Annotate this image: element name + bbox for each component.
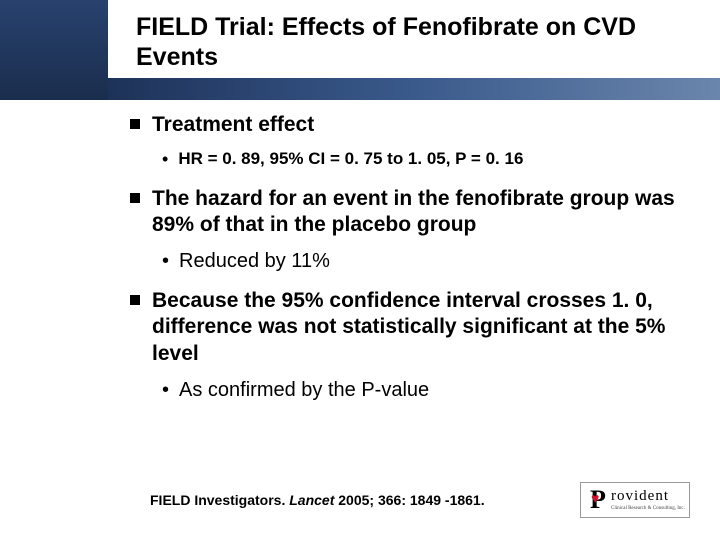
citation: FIELD Investigators. Lancet 2005; 366: 1… [150,492,485,508]
logo-text-block: rovident Clinical Research & Consulting,… [611,489,685,511]
logo-word: rovident [611,489,685,504]
title-underline-bar [108,78,720,100]
bullet-level2: • HR = 0. 89, 95% CI = 0. 75 to 1. 05, P… [162,148,690,171]
bullet-text: As confirmed by the P-value [179,377,429,403]
content-area: Treatment effect • HR = 0. 89, 95% CI = … [130,112,690,417]
left-color-band [0,0,108,100]
square-bullet-icon [130,295,140,305]
bullet-level2: • Reduced by 11% [162,248,690,274]
bullet-text: HR = 0. 89, 95% CI = 0. 75 to 1. 05, P =… [178,148,523,170]
dot-bullet-icon: • [162,148,168,171]
square-bullet-icon [130,193,140,203]
logo-subtitle: Clinical Research & Consulting, Inc. [611,506,685,511]
citation-authors: FIELD Investigators. [150,492,289,508]
bullet-level2: • As confirmed by the P-value [162,377,690,403]
citation-journal: Lancet [289,492,338,508]
bullet-text: Because the 95% confidence interval cros… [152,288,690,367]
heart-icon: ♥ [591,492,599,508]
bullet-level1: Treatment effect [130,112,690,138]
provident-logo: P ♥ rovident Clinical Research & Consult… [580,482,690,518]
bullet-level1: The hazard for an event in the fenofibra… [130,186,690,239]
bullet-level1: Because the 95% confidence interval cros… [130,288,690,367]
dot-bullet-icon: • [162,377,169,403]
logo-letter: P ♥ [585,485,611,515]
bullet-text: The hazard for an event in the fenofibra… [152,186,690,239]
dot-bullet-icon: • [162,248,169,274]
bullet-text: Treatment effect [152,112,314,138]
square-bullet-icon [130,119,140,129]
footer: FIELD Investigators. Lancet 2005; 366: 1… [150,482,690,518]
citation-ref: 2005; 366: 1849 -1861. [338,492,484,508]
bullet-text: Reduced by 11% [179,248,330,274]
slide-title: FIELD Trial: Effects of Fenofibrate on C… [136,12,700,72]
title-region: FIELD Trial: Effects of Fenofibrate on C… [108,0,720,72]
